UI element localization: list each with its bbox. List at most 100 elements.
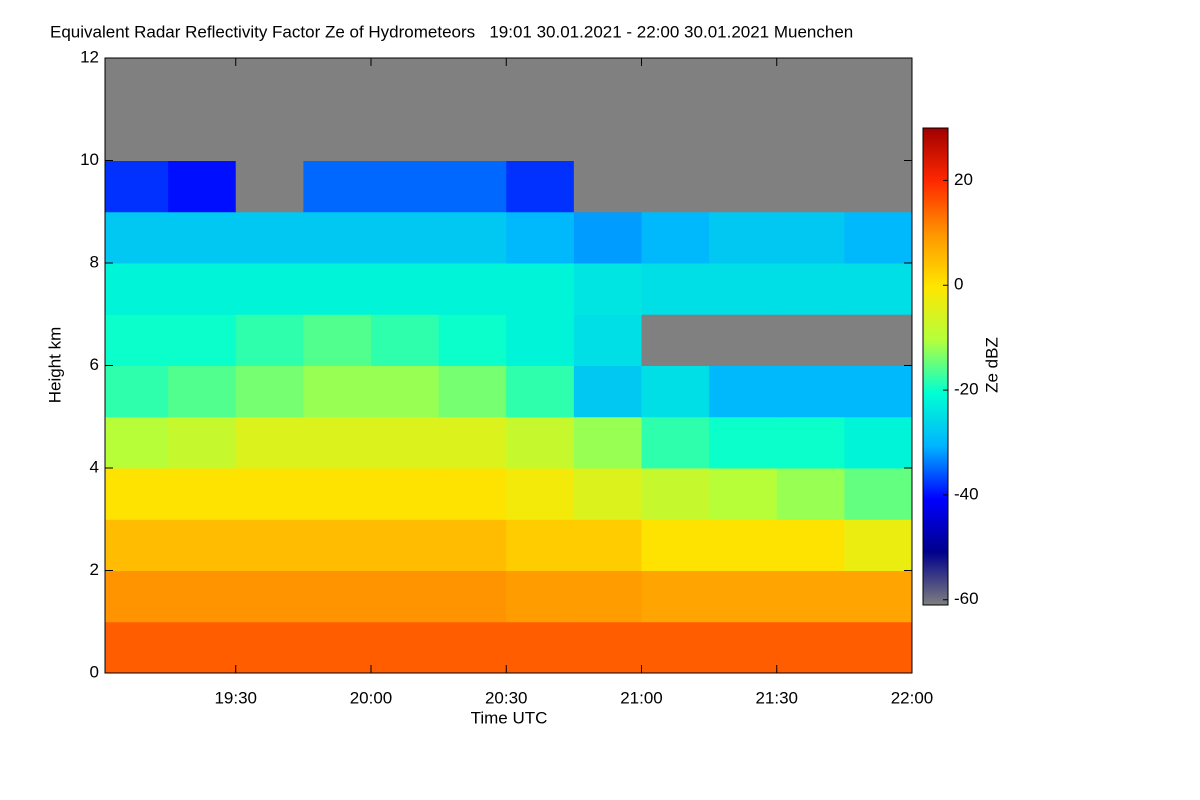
y-axis-label: Height km <box>45 327 64 404</box>
heatmap-cell <box>105 468 169 520</box>
x-tick-label: 20:30 <box>485 688 528 707</box>
heatmap-cell <box>844 570 913 623</box>
heatmap-cell <box>776 263 845 315</box>
heatmap-cell <box>235 109 304 161</box>
y-tick-label: 8 <box>90 252 99 271</box>
heatmap-cell <box>776 365 845 418</box>
heatmap-cell <box>438 570 507 623</box>
heatmap-cell <box>506 109 575 161</box>
heatmap-cell <box>506 263 575 315</box>
heatmap-cell <box>105 109 169 161</box>
colorbar-tick-label: -20 <box>954 380 979 399</box>
heatmap-cell <box>641 468 710 520</box>
heatmap-cell <box>641 365 710 418</box>
chart-title: Equivalent Radar Reflectivity Factor Ze … <box>50 22 853 41</box>
heatmap-cell <box>776 570 845 623</box>
heatmap-cell <box>105 416 169 469</box>
heatmap-cell <box>573 160 642 213</box>
y-tick-label: 2 <box>90 560 99 579</box>
heatmap-cell <box>709 416 778 469</box>
heatmap-cell <box>105 365 169 418</box>
heatmap-cell <box>105 621 169 674</box>
heatmap-cell <box>844 109 913 161</box>
heatmap-cell <box>709 570 778 623</box>
heatmap-cell <box>641 314 710 366</box>
heatmap-cell <box>506 160 575 213</box>
heatmap-cell <box>506 58 575 110</box>
heatmap-cell <box>709 365 778 418</box>
heatmap-cell <box>573 570 642 623</box>
heatmap-cell <box>844 58 913 110</box>
x-tick-label: 19:30 <box>214 688 257 707</box>
x-tick-label: 22:00 <box>891 688 934 707</box>
heatmap-cell <box>641 263 710 315</box>
heatmap-cell <box>709 58 778 110</box>
heatmap-cell <box>235 621 304 674</box>
heatmap-cell <box>168 58 237 110</box>
heatmap-cell <box>168 211 237 264</box>
heatmap-cell <box>844 468 913 520</box>
heatmap-cell <box>168 570 237 623</box>
heatmap-cell <box>168 314 237 366</box>
heatmap-cell <box>370 160 440 213</box>
heatmap-cell <box>235 314 304 366</box>
y-tick-label: 0 <box>90 662 99 681</box>
heatmap-cell <box>438 109 507 161</box>
heatmap-cell <box>438 621 507 674</box>
heatmap-cell <box>709 314 778 366</box>
heatmap-cell <box>776 58 845 110</box>
heatmap-cell <box>370 211 440 264</box>
heatmap-cell <box>235 365 304 418</box>
heatmap-cell <box>506 365 575 418</box>
heatmap-cell <box>506 314 575 366</box>
heatmap-cell <box>641 58 710 110</box>
heatmap-cell <box>641 570 710 623</box>
heatmap-cell <box>506 468 575 520</box>
heatmap-cell <box>506 519 575 571</box>
heatmap-cell <box>303 621 372 674</box>
colorbar-tick-label: 0 <box>954 275 963 294</box>
heatmap-cell <box>573 263 642 315</box>
heatmap-cell <box>370 365 440 418</box>
heatmap-cell <box>776 211 845 264</box>
heatmap-cell <box>776 416 845 469</box>
heatmap-cell <box>506 621 575 674</box>
heatmap-cell <box>438 519 507 571</box>
heatmap-cell <box>370 109 440 161</box>
heatmap-cell <box>105 263 169 315</box>
heatmap-cell <box>573 621 642 674</box>
heatmap-cell <box>235 570 304 623</box>
heatmap-cell <box>776 519 845 571</box>
heatmap-cell <box>235 263 304 315</box>
x-tick-label: 20:00 <box>350 688 393 707</box>
heatmap-cell <box>438 211 507 264</box>
heatmap-cell <box>370 468 440 520</box>
heatmap-cell <box>438 365 507 418</box>
heatmap-cell <box>438 58 507 110</box>
heatmap-cell <box>168 263 237 315</box>
heatmap-cell <box>303 314 372 366</box>
heatmap-cell <box>168 109 237 161</box>
heatmap-cell <box>303 468 372 520</box>
heatmap-cell <box>573 519 642 571</box>
heatmap-cell <box>303 109 372 161</box>
heatmap-cell <box>641 621 710 674</box>
heatmap-cell <box>776 314 845 366</box>
heatmap-cell <box>168 365 237 418</box>
heatmap-cell <box>844 263 913 315</box>
heatmap-cell <box>709 263 778 315</box>
heatmap-cell <box>370 416 440 469</box>
heatmap-cell <box>438 263 507 315</box>
heatmap-cell <box>235 211 304 264</box>
heatmap-cell <box>776 109 845 161</box>
heatmap-cell <box>438 314 507 366</box>
heatmap-cell <box>105 519 169 571</box>
colorbar <box>922 127 949 606</box>
heatmap-cell <box>709 468 778 520</box>
heatmap-cell <box>506 211 575 264</box>
heatmap-cell <box>573 416 642 469</box>
heatmap-cell <box>573 365 642 418</box>
heatmap-cell <box>105 211 169 264</box>
heatmap-cell <box>709 109 778 161</box>
heatmap-cell <box>235 160 304 213</box>
